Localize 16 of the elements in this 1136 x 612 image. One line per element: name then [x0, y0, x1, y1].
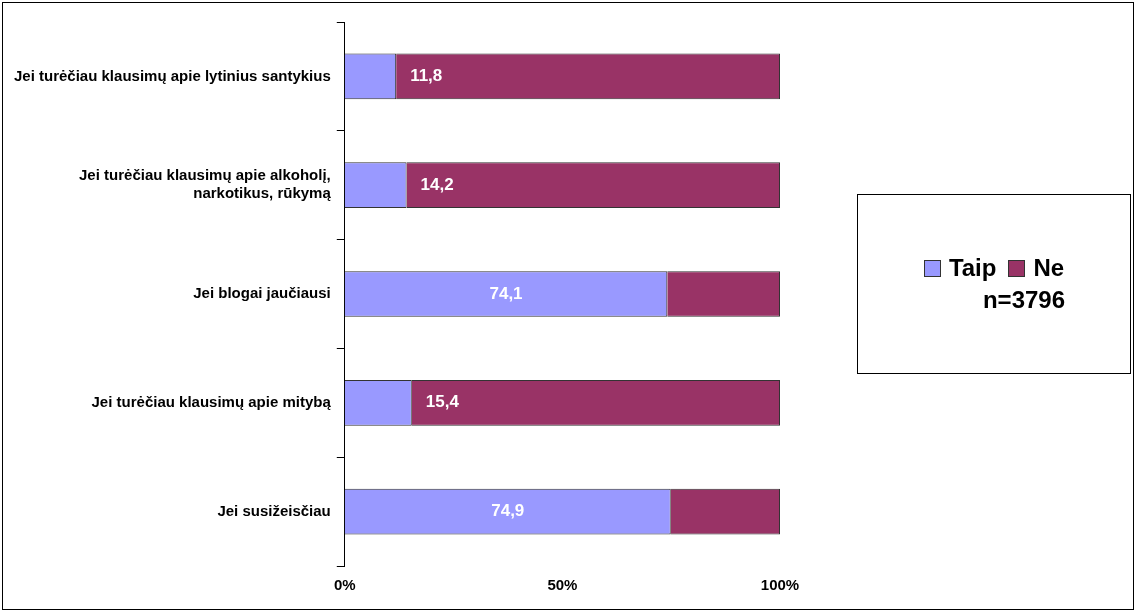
legend-label: Ne [1033, 254, 1065, 282]
text: n=3796 [982, 286, 1066, 314]
data-label: 74,9 [491, 501, 525, 521]
x-tick-label: 100% [760, 576, 800, 594]
y-tick-label: Jei turėčiau klausimų apie alkoholį, narkotikus, rūkymą [79, 166, 332, 202]
y-tick-label: Jei susižeisčiau [217, 501, 331, 519]
y-tick-label: Jei blogai jaučiausi [193, 284, 331, 302]
y-tick-label: Jei turėčiau klausimų apie lytinius santykius [13, 66, 331, 84]
data-label: 15,4 [425, 392, 460, 412]
y-tick-label: Jei turėčiau klausimų apie mitybą [91, 392, 332, 410]
data-label: 11,8 [410, 66, 443, 86]
x-tick-label: 0% [333, 576, 356, 594]
legend-label: Taip [948, 254, 997, 282]
x-tick-label: 50% [547, 576, 578, 594]
data-label: 14,2 [420, 174, 454, 194]
data-label: 74,1 [489, 283, 523, 303]
